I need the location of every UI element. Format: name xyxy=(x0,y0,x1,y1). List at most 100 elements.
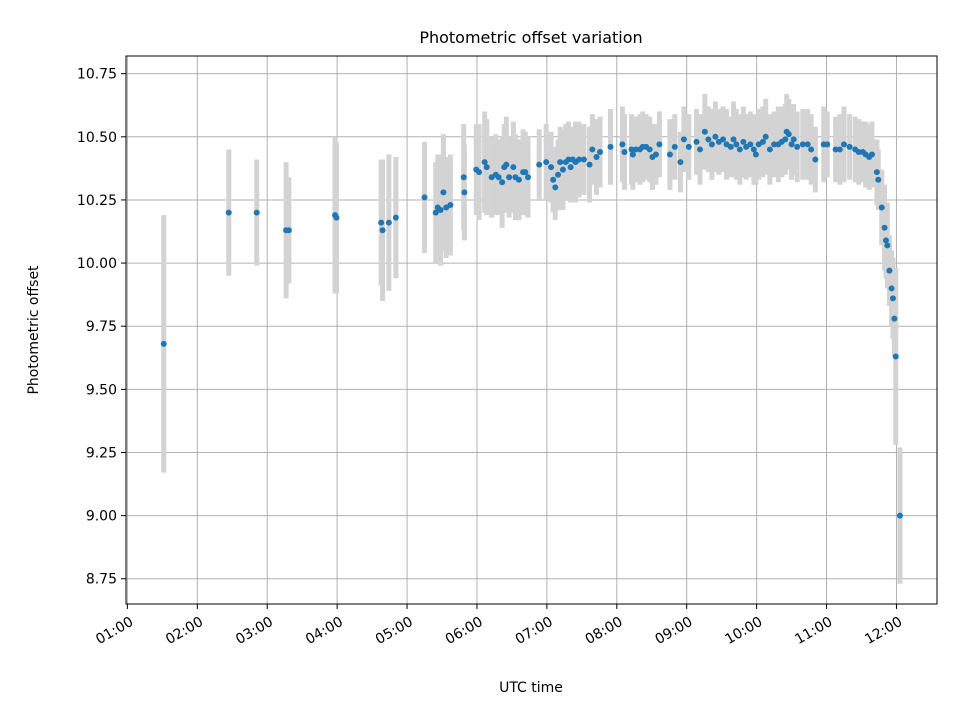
data-point xyxy=(782,136,789,143)
data-point xyxy=(656,141,663,148)
data-point xyxy=(666,151,673,158)
data-point xyxy=(552,184,559,191)
data-point xyxy=(646,146,653,153)
data-point xyxy=(771,141,778,148)
data-point xyxy=(483,164,490,171)
data-point xyxy=(832,146,839,153)
data-point xyxy=(589,146,596,153)
data-point xyxy=(705,136,712,143)
data-point xyxy=(607,143,614,150)
y-tick-label: 10.00 xyxy=(77,256,117,272)
data-point xyxy=(385,219,392,226)
y-tick-label: 10.75 xyxy=(77,67,117,83)
data-point xyxy=(285,227,292,234)
data-point xyxy=(896,512,903,519)
data-point xyxy=(889,295,896,302)
data-point xyxy=(891,315,898,322)
data-point xyxy=(576,156,583,163)
data-point xyxy=(515,176,522,183)
data-point xyxy=(730,136,737,143)
data-point xyxy=(762,133,769,140)
data-point xyxy=(799,141,806,148)
data-point xyxy=(481,159,488,166)
data-point xyxy=(580,156,587,163)
data-point xyxy=(759,138,766,145)
data-point xyxy=(548,164,555,171)
data-point xyxy=(873,169,880,176)
data-point xyxy=(685,143,692,150)
data-point xyxy=(892,353,899,360)
data-point xyxy=(868,151,875,158)
data-point xyxy=(888,285,895,292)
data-points xyxy=(160,128,903,519)
y-tick-label: 10.25 xyxy=(77,193,117,209)
data-point xyxy=(766,146,773,153)
data-point xyxy=(701,128,708,135)
y-tick-label: 9.00 xyxy=(86,509,117,525)
data-point xyxy=(555,171,562,178)
data-point xyxy=(619,141,626,148)
data-point xyxy=(586,161,593,168)
data-point xyxy=(503,161,510,168)
plot-frame xyxy=(125,55,938,605)
data-point xyxy=(567,164,574,171)
data-point xyxy=(160,340,167,347)
data-point xyxy=(841,141,848,148)
data-point xyxy=(740,138,747,145)
y-axis-ticks: 8.75 9.00 9.25 9.50 9.75 10.00 10.25 10.50 10.75 xyxy=(77,67,126,588)
data-point xyxy=(253,209,260,216)
data-point xyxy=(788,141,795,148)
data-point xyxy=(875,176,882,183)
data-point xyxy=(693,138,700,145)
data-point xyxy=(804,141,811,148)
data-point xyxy=(632,146,639,153)
data-point xyxy=(333,214,340,221)
data-point xyxy=(671,143,678,150)
data-point xyxy=(752,151,759,158)
data-point xyxy=(812,156,819,163)
data-point xyxy=(476,169,483,176)
data-point xyxy=(712,133,719,140)
data-point xyxy=(543,159,550,166)
data-point xyxy=(437,207,444,214)
data-point xyxy=(680,136,687,143)
chart-title: Photometric offset variation xyxy=(419,28,642,47)
data-point xyxy=(440,189,447,196)
data-point xyxy=(878,204,885,211)
data-point xyxy=(593,154,600,161)
data-point xyxy=(881,224,888,231)
data-point xyxy=(461,189,468,196)
x-axis-label: UTC time xyxy=(499,680,563,696)
data-point xyxy=(525,174,532,181)
data-point xyxy=(785,131,792,138)
data-point xyxy=(846,143,853,150)
data-point xyxy=(836,146,843,153)
data-point xyxy=(421,194,428,201)
data-point xyxy=(696,146,703,153)
data-point xyxy=(720,136,727,143)
data-point xyxy=(565,156,572,163)
data-point xyxy=(499,179,506,186)
data-point xyxy=(460,174,467,181)
data-point xyxy=(747,141,754,148)
data-point xyxy=(522,169,529,176)
data-point xyxy=(708,141,715,148)
data-point xyxy=(495,174,502,181)
data-point xyxy=(808,146,815,153)
data-point xyxy=(378,219,385,226)
data-point xyxy=(727,143,734,150)
data-point xyxy=(597,148,604,155)
data-point xyxy=(824,141,831,148)
data-point xyxy=(559,166,566,173)
data-point xyxy=(652,151,659,158)
data-point xyxy=(225,209,232,216)
data-point xyxy=(557,159,564,166)
y-tick-label: 8.75 xyxy=(86,572,117,588)
y-tick-label: 9.50 xyxy=(86,382,117,398)
data-point xyxy=(750,146,757,153)
data-point xyxy=(432,209,439,216)
data-point xyxy=(550,176,557,183)
data-point xyxy=(886,267,893,274)
